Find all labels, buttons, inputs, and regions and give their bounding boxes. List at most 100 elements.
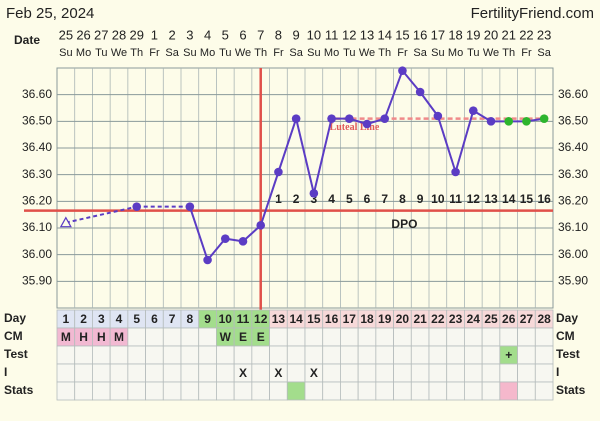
table-cell	[517, 363, 536, 383]
table-cell	[534, 345, 554, 365]
table-cell	[56, 363, 76, 383]
cell-text: 28	[537, 312, 551, 326]
temp-point	[433, 111, 443, 121]
table-cell	[109, 345, 129, 365]
weekday-label: We	[235, 47, 251, 59]
table-cell	[180, 363, 200, 383]
cell-text: 26	[502, 312, 516, 326]
table-cell	[127, 381, 146, 401]
temp-line	[259, 171, 280, 226]
weekday-label: Th	[502, 47, 515, 59]
cell-text: W	[220, 330, 232, 344]
dpo-number: 13	[484, 192, 498, 206]
y-tick-label: 35.90	[22, 274, 52, 288]
cell-text: 9	[204, 312, 211, 326]
table-cell	[216, 381, 235, 401]
row-label-right: Stats	[556, 383, 586, 397]
cell-text: E	[239, 330, 247, 344]
table-cell	[517, 327, 536, 347]
dpo-label: DPO	[391, 217, 417, 231]
weekday-label: Su	[431, 47, 444, 59]
weekday-label: Tu	[219, 47, 231, 59]
cell-text: 16	[325, 312, 339, 326]
dpo-number: 2	[293, 192, 300, 206]
table-cell	[233, 345, 253, 365]
weekday-label: We	[483, 47, 499, 59]
date-label: 2	[169, 27, 176, 42]
table-cell	[145, 345, 164, 365]
table-cell	[499, 363, 518, 383]
y-tick-label-right: 36.50	[558, 114, 588, 128]
dpo-number: 12	[467, 192, 481, 206]
table-cell	[92, 363, 111, 383]
row-label-right: CM	[556, 329, 575, 343]
dpo-number: 3	[311, 192, 318, 206]
dpo-number: 11	[449, 192, 462, 206]
table-cell	[481, 363, 501, 383]
weekday-label: Fr	[521, 47, 532, 59]
y-tick-label: 36.40	[22, 140, 52, 154]
cell-text: 27	[520, 312, 534, 326]
table-cell	[269, 381, 288, 401]
table-cell	[357, 345, 377, 365]
weekday-label: Fr	[273, 47, 284, 59]
temp-line	[312, 118, 333, 194]
cell-text: 3	[98, 312, 105, 326]
date-label: 5	[222, 27, 229, 42]
table-cell	[56, 345, 76, 365]
cell-text: 18	[360, 312, 374, 326]
temp-line	[436, 115, 457, 173]
weekday-label: Fr	[397, 47, 408, 59]
table-cell	[375, 345, 394, 365]
table-cell	[410, 363, 430, 383]
weekday-label: Mo	[200, 47, 215, 59]
weekday-label: Sa	[165, 47, 179, 59]
table-cell	[322, 381, 341, 401]
table-cell	[446, 381, 465, 401]
y-tick-label: 36.50	[22, 114, 52, 128]
dpo-number: 6	[364, 192, 371, 206]
table-cell	[481, 381, 501, 401]
date-label: 15	[395, 27, 409, 42]
y-tick-label: 36.00	[22, 247, 52, 261]
table-cell	[92, 345, 111, 365]
table-cell	[304, 327, 324, 347]
date-label: 1	[151, 27, 158, 42]
weekday-label: Sa	[413, 47, 427, 59]
temp-point	[309, 189, 319, 198]
table-cell	[92, 381, 111, 401]
date-label: 28	[112, 27, 126, 42]
date-label: 10	[307, 27, 321, 42]
temp-line	[188, 206, 209, 261]
table-cell	[499, 327, 518, 347]
weekday-label: Su	[307, 47, 320, 59]
table-cell	[357, 327, 377, 347]
table-cell	[251, 363, 270, 383]
row-label: CM	[4, 329, 23, 343]
table-cell	[481, 345, 501, 365]
table-cell	[534, 327, 554, 347]
y-tick-label-right: 36.40	[558, 140, 588, 154]
table-cell	[198, 363, 217, 383]
cell-text: 15	[307, 312, 321, 326]
weekday-label: Tu	[343, 47, 355, 59]
cell-text: 19	[378, 312, 392, 326]
cell-text: 1	[63, 312, 70, 326]
y-tick-label-right: 36.10	[558, 220, 588, 234]
weekday-label: Mo	[324, 47, 339, 59]
cell-text: X	[239, 366, 247, 380]
table-cell	[446, 345, 465, 365]
cell-text: 7	[169, 312, 176, 326]
table-cell	[428, 345, 448, 365]
table-cell	[464, 345, 483, 365]
temp-point	[203, 255, 212, 265]
table-cell	[286, 363, 306, 383]
temp-point	[185, 202, 195, 211]
dpo-number: 15	[520, 192, 534, 206]
table-cell	[340, 345, 359, 365]
table-cell	[198, 327, 217, 347]
cell-text: 10	[219, 312, 233, 326]
date-label: 22	[519, 27, 533, 42]
table-cell	[74, 381, 93, 401]
